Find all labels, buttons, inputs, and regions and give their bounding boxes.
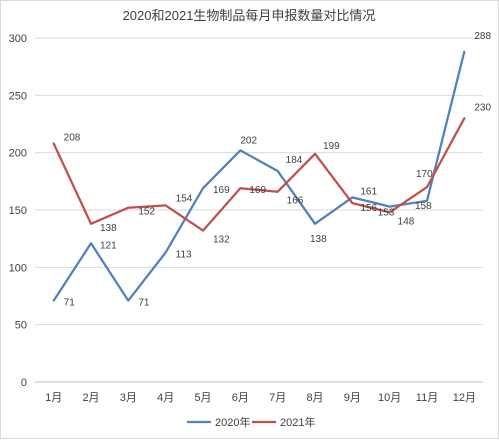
y-axis-ticks: 0 50 100 150 200 250 300 [9,33,27,389]
x-tick-label: 5月 [194,392,211,404]
x-tick-label: 8月 [306,392,323,404]
data-label: 158 [415,201,432,212]
data-label: 156 [360,203,377,214]
data-label: 138 [310,234,327,245]
legend-label: 2020年 [215,415,250,429]
data-label: 152 [138,207,155,218]
x-tick-label: 11月 [416,392,438,404]
x-tick-label: 12月 [453,392,476,404]
data-label: 113 [176,249,192,260]
chart-title: 2020和2021生物制品每月申报数量对比情况 [123,8,376,23]
data-label: 138 [100,223,117,234]
data-label: 153 [378,208,395,219]
y-tick-label: 0 [21,377,27,389]
data-label: 184 [286,155,303,166]
y-tick-label: 150 [9,205,27,217]
x-tick-label: 10月 [378,392,401,404]
data-label: 199 [323,141,340,152]
data-label: 132 [213,235,230,246]
data-label: 71 [138,298,150,309]
x-axis-ticks: 1月 2月 3月 4月 5月 6月 7月 8月 9月 10月 11月 12月 [45,392,476,404]
series-lines [54,52,465,301]
y-tick-label: 200 [9,148,27,160]
y-tick-label: 50 [15,320,27,332]
data-label: 169 [213,185,230,196]
x-tick-label: 1月 [45,392,62,404]
data-label: 121 [100,240,117,251]
y-tick-label: 300 [9,33,27,45]
data-label: 148 [398,216,415,227]
data-label: 208 [64,132,81,143]
data-label: 170 [416,169,433,180]
x-tick-label: 6月 [232,392,249,404]
x-tick-label: 2月 [82,392,99,404]
legend-label: 2021年 [280,415,315,429]
series-line-1 [54,52,465,301]
data-label: 154 [176,193,193,204]
x-tick-label: 3月 [120,392,137,404]
data-label: 71 [64,298,76,309]
y-tick-label: 250 [9,90,27,102]
x-tick-label: 4月 [157,392,174,404]
data-label: 202 [240,135,257,146]
x-tick-label: 9月 [344,392,361,404]
data-label: 288 [474,31,491,42]
data-label: 230 [474,102,491,113]
data-label: 166 [287,196,304,207]
data-label: 169 [249,185,266,196]
y-tick-label: 100 [9,262,27,274]
series-line-2 [54,118,465,230]
data-label: 161 [360,186,377,197]
legend: 2020年 2021年 [187,415,315,429]
x-tick-label: 7月 [269,392,286,404]
